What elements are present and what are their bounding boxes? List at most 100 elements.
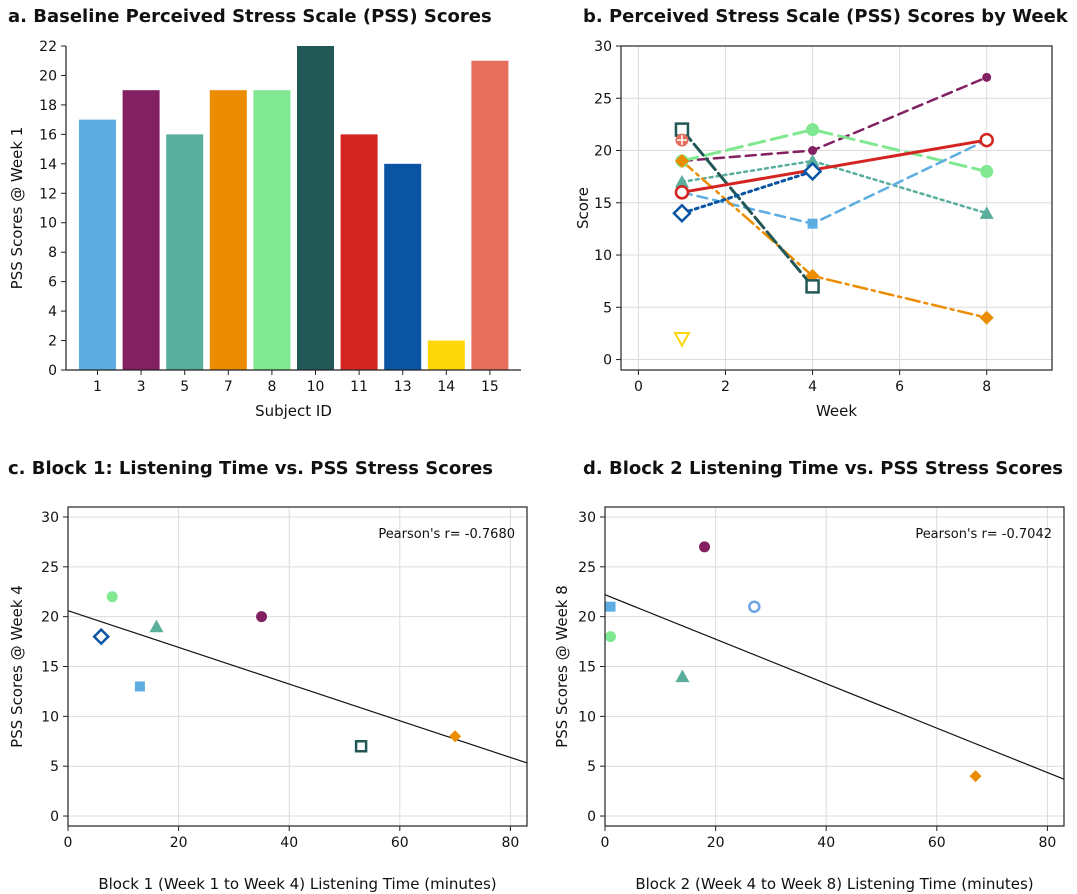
data-point (149, 619, 164, 633)
x-axis-label: Week (816, 402, 857, 420)
y-axis-label: PSS Scores @ Week 8 (553, 585, 571, 748)
y-tick-label: 4 (48, 304, 57, 320)
y-axis-label: PSS Scores @ Week 4 (8, 585, 26, 748)
data-point (805, 279, 820, 294)
data-point (675, 669, 690, 683)
data-point (979, 132, 994, 148)
bar (384, 163, 422, 370)
y-tick-label: 25 (41, 560, 59, 576)
y-tick-label: 0 (587, 809, 596, 825)
x-tick-label: 1 (93, 379, 102, 395)
x-tick-label: 20 (170, 835, 188, 851)
y-axis-label: PSS Scores @ Week 1 (8, 127, 26, 290)
fit-line (604, 594, 1065, 780)
series-line (680, 159, 988, 215)
panel-b-title: b. Perceived Stress Scale (PSS) Scores b… (583, 6, 1068, 27)
x-tick-label: 60 (391, 835, 409, 851)
y-tick-label: 0 (603, 353, 612, 369)
x-axis-label: Block 2 (Week 4 to Week 8) Listening Tim… (635, 875, 1033, 893)
data-point (134, 681, 145, 692)
x-tick-label: 0 (601, 835, 610, 851)
data-point (106, 591, 118, 603)
panel-d-title: d. Block 2 Listening Time vs. PSS Stress… (583, 458, 1064, 479)
y-tick-label: 14 (39, 157, 57, 173)
x-axis-label: Block 1 (Week 1 to Week 4) Listening Tim… (98, 875, 496, 893)
data-point (979, 206, 994, 219)
data-point (449, 730, 462, 743)
y-tick-label: 8 (48, 245, 57, 261)
y-tick-label: 5 (50, 759, 59, 775)
data-point (748, 600, 761, 613)
x-tick-label: 5 (180, 379, 189, 395)
x-tick-label: 10 (307, 379, 325, 395)
data-point (802, 161, 823, 182)
data-point (969, 770, 982, 783)
y-tick-label: 10 (39, 216, 57, 232)
x-tick-label: 6 (895, 379, 904, 395)
x-tick-label: 8 (982, 379, 991, 395)
y-tick-label: 30 (578, 510, 596, 526)
data-point (92, 627, 110, 646)
y-tick-label: 15 (594, 196, 612, 212)
data-point (672, 203, 692, 223)
y-tick-label: 10 (594, 248, 612, 264)
y-tick-label: 25 (594, 91, 612, 107)
x-tick-label: 13 (394, 379, 412, 395)
plot-frame (67, 506, 528, 827)
bar (471, 60, 509, 371)
data-point (980, 164, 994, 178)
bar (209, 90, 247, 370)
y-tick-label: 12 (39, 186, 57, 202)
bar (79, 119, 116, 371)
x-tick-label: 2 (721, 379, 730, 395)
x-tick-label: 40 (817, 835, 835, 851)
pearson-annotation: Pearson's r= -0.7680 (378, 527, 515, 542)
y-tick-label: 5 (603, 300, 612, 316)
y-tick-label: 25 (578, 560, 596, 576)
bar (166, 134, 204, 370)
bar (253, 90, 291, 370)
series-line (680, 138, 988, 225)
y-tick-label: 6 (48, 275, 57, 291)
y-tick-label: 20 (41, 610, 59, 626)
x-tick-label: 80 (1038, 835, 1056, 851)
x-tick-label: 60 (928, 835, 946, 851)
data-point (699, 541, 711, 553)
panel-a-title: a. Baseline Perceived Stress Scale (PSS)… (8, 6, 492, 27)
y-axis-label: Score (574, 187, 592, 229)
pearson-annotation: Pearson's r= -0.7042 (915, 527, 1052, 542)
panel-c-title: c. Block 1: Listening Time vs. PSS Stres… (8, 458, 493, 479)
x-tick-label: 8 (267, 379, 276, 395)
y-tick-label: 20 (39, 68, 57, 84)
x-tick-label: 80 (501, 835, 519, 851)
series-line (680, 128, 815, 288)
bar (427, 340, 465, 370)
data-point (674, 153, 689, 168)
series-line (680, 128, 989, 173)
data-point (674, 174, 689, 188)
panel-b-axes: 0 5 10 15 20 25 30 0 2 4 6 8 Week Score (574, 39, 1053, 420)
series-line (680, 138, 989, 194)
y-tick-label: 15 (41, 660, 59, 676)
data-point-cross (676, 135, 687, 146)
data-point (982, 72, 992, 82)
y-tick-label: 30 (594, 39, 612, 55)
y-tick-label: 15 (578, 660, 596, 676)
x-tick-label: 0 (634, 379, 643, 395)
plot-frame (604, 506, 1065, 827)
panel-c-axes: 0 5 10 15 20 25 30 0 20 40 60 80 Pearson's r= -0.768… (8, 506, 528, 893)
data-point (808, 146, 818, 156)
data-point (806, 123, 820, 137)
x-axis-label: Subject ID (255, 402, 332, 420)
y-tick-label: 10 (41, 709, 59, 725)
x-tick-label: 40 (280, 835, 298, 851)
x-tick-label: 3 (137, 379, 146, 395)
bar (122, 90, 160, 370)
x-tick-label: 20 (707, 835, 725, 851)
y-tick-label: 0 (48, 363, 57, 379)
plot-frame (620, 45, 1053, 371)
data-point (979, 310, 994, 325)
data-point (807, 218, 818, 229)
